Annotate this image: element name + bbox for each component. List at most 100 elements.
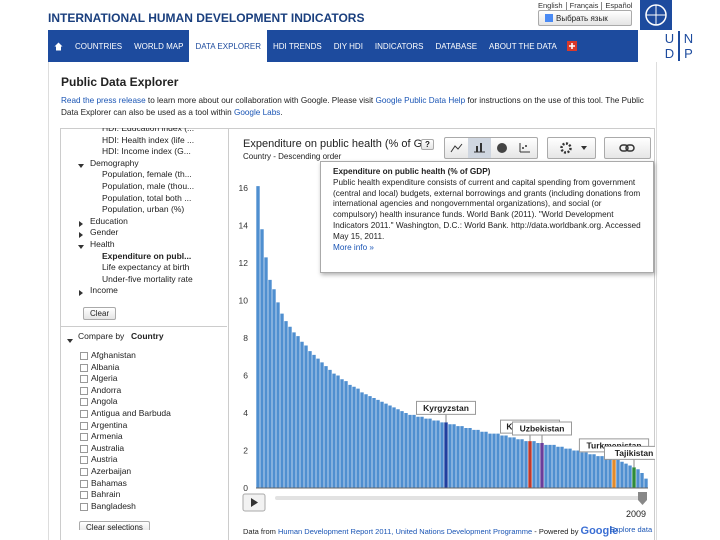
country-checkbox[interactable] [80,456,88,465]
tree-group[interactable]: Gender [90,227,119,238]
bar [608,458,612,488]
source-link[interactable]: Human Development Report 2011, United Na… [278,527,533,536]
indicator-item[interactable]: Population, male (thou... [102,181,195,191]
tree-group[interactable]: Education [90,215,128,226]
bar [640,473,644,488]
help-button[interactable]: ? [421,139,434,150]
nav-item[interactable]: COUNTRIES [75,41,123,51]
country-item[interactable]: Algeria [91,373,118,384]
nav-item[interactable]: ABOUT THE DATA [489,41,557,51]
translate-icon [545,14,553,22]
compare-dimension[interactable]: Country [131,331,164,341]
bar [480,431,484,488]
country-item[interactable]: Afghanistan [91,350,136,360]
sidebar-divider [61,326,227,327]
bar [548,444,552,488]
bar [320,362,324,488]
nav-item[interactable]: DIY HDI [333,41,363,51]
intro-text-part: to learn more about our collaboration wi… [145,96,376,105]
bar [592,454,596,488]
indicator-item[interactable]: Under-five mortality rate [102,273,193,284]
country-item[interactable]: Antigua and Barbuda [91,408,171,418]
tree-arrow[interactable] [78,230,84,240]
indicator-item[interactable]: HDI: Health index (life ... [102,134,195,145]
chart-type-buttons[interactable] [444,137,538,159]
indicator-item[interactable]: Population, urban (%) [102,204,185,215]
tree-group[interactable]: Income [90,285,118,296]
language-link[interactable]: Français [569,1,599,10]
chart: 0246810121416KyrgyzstanKazakhstanUzbekis… [239,183,655,519]
indicator-item[interactable]: Life expectancy at birth [102,262,190,273]
country-checkbox[interactable] [80,468,88,476]
bar [440,422,444,488]
tree-group[interactable]: Demography [90,157,139,168]
intro-link[interactable]: Read the press release [61,96,146,105]
language-link[interactable]: Español [605,1,633,10]
slider-handle[interactable] [638,492,647,505]
language-link[interactable]: English [538,1,563,10]
y-tick-label: 12 [239,258,249,268]
nav-item[interactable]: WORLD MAP [134,41,184,51]
country-item[interactable]: Andorra [91,384,122,395]
indicator-item[interactable]: Expenditure on publ... [102,250,192,261]
nav-item[interactable]: INDICATORS [374,41,424,51]
indicator-item[interactable]: Population, female (th... [102,169,192,180]
country-item[interactable]: Argentina [91,419,128,430]
country-checkbox[interactable] [80,352,88,360]
country-checkbox[interactable] [80,386,88,395]
intro-link[interactable]: Google Labs [233,107,281,117]
country-item[interactable]: Australia [91,442,125,453]
country-checkbox[interactable] [80,433,88,442]
plus-icon[interactable] [563,30,581,62]
country-item[interactable]: Albania [91,361,120,372]
country-checkbox[interactable] [80,479,88,488]
link-button[interactable] [604,137,651,159]
country-checkbox[interactable] [80,363,88,372]
tree-group[interactable]: Health [90,239,115,249]
intro-link[interactable]: Google Public Data Help [375,96,466,105]
translate-button[interactable]: Выбрать язык [538,10,632,26]
country-checkbox[interactable] [80,375,88,384]
bar [512,437,516,488]
bar [424,418,428,488]
country-item[interactable]: Bahamas [91,477,127,488]
country-checkbox[interactable] [80,421,88,430]
nav-item[interactable]: DATA EXPLORER [189,30,267,62]
bar [492,433,496,488]
bar [556,446,560,488]
country-item[interactable]: Bangladesh [91,500,136,511]
bar [312,354,316,488]
time-slider[interactable] [275,496,643,500]
bar [264,257,268,488]
country-item[interactable]: Bahrain [91,489,121,500]
country-checkbox[interactable] [80,502,88,511]
country-checkbox[interactable] [80,398,88,407]
country-checkbox[interactable] [80,444,88,453]
clear-button[interactable]: Clear [83,307,117,320]
content [48,62,657,540]
tree-arrow[interactable] [78,219,84,229]
explore-data-link[interactable]: Explore data [610,525,653,534]
settings-button[interactable] [547,137,596,159]
country-checkbox[interactable] [80,410,88,418]
bar [448,424,452,488]
nav-item[interactable]: HDI TRENDS [272,41,322,51]
bar [520,439,524,488]
country-item[interactable]: Angola [91,396,118,407]
nav-item[interactable]: DATABASE [435,41,478,51]
country-checkbox[interactable] [80,491,88,500]
indicator-item[interactable]: HDI: Income index (G... [102,146,191,157]
tree-arrow[interactable] [67,336,73,346]
country-item[interactable]: Armenia [91,431,123,442]
tree-arrow[interactable] [78,288,84,298]
country-item[interactable]: Austria [91,454,118,465]
tree-arrow[interactable] [78,161,84,171]
indicator-item[interactable]: Population, total both ... [102,192,192,203]
home-icon[interactable] [48,30,69,62]
more-info-link[interactable]: More info » [333,242,374,252]
indicator-item[interactable]: HDI: Education index (... [102,128,195,133]
y-tick-label: 2 [243,446,248,456]
country-item[interactable]: Azerbaijan [91,466,132,476]
clear-selections-button[interactable]: Clear selections [79,521,150,530]
tree-arrow[interactable] [78,242,84,252]
